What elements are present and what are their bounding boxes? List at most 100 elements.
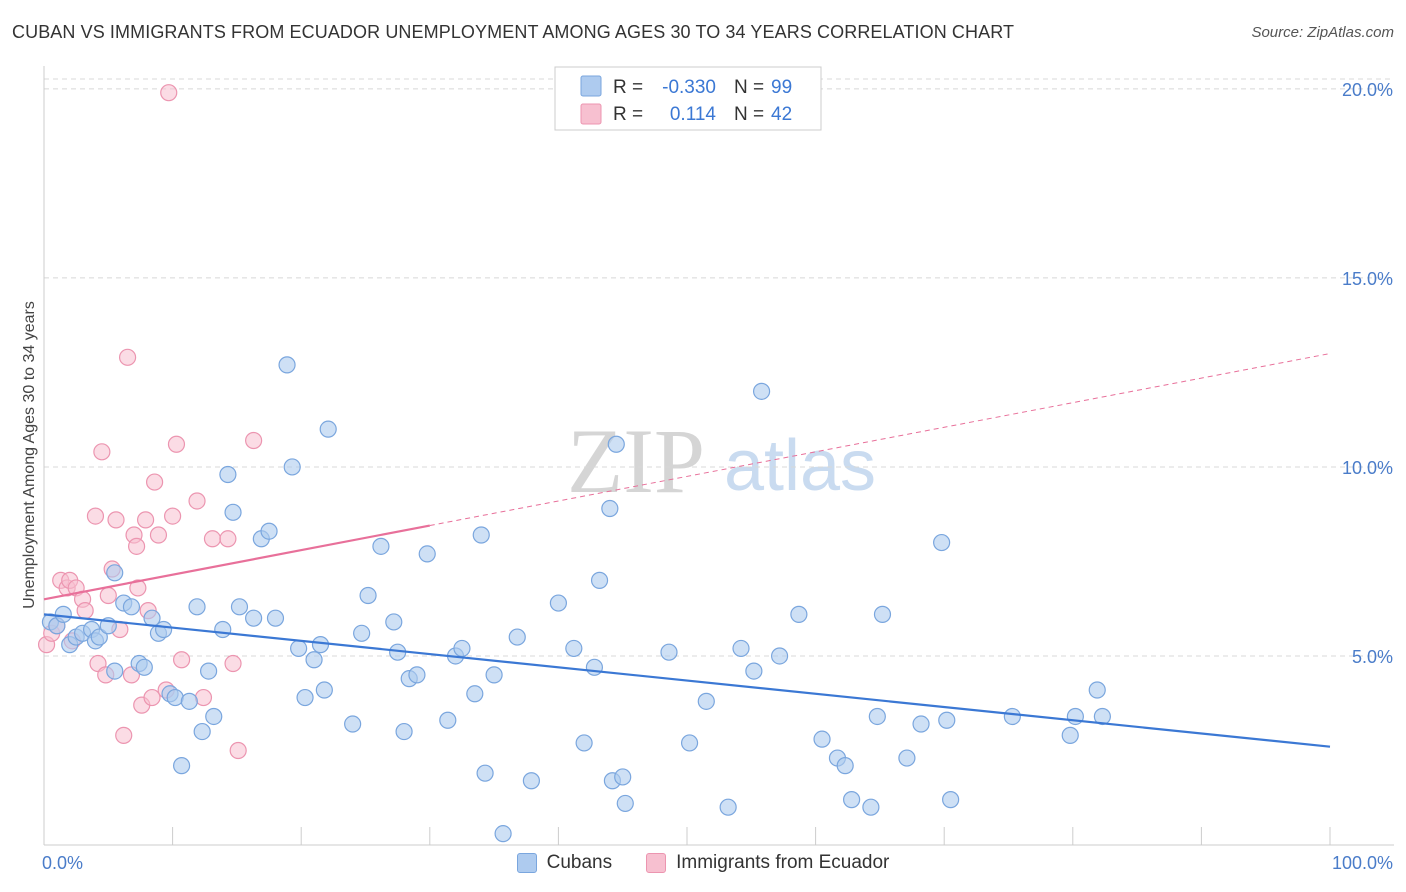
tick-labels: 5.0% 10.0% 15.0% 20.0% 0.0% 100.0% bbox=[42, 80, 1393, 873]
watermark-atlas: atlas bbox=[724, 426, 876, 506]
data-point-cubans bbox=[745, 662, 763, 680]
x-tick-label: 0.0% bbox=[42, 853, 83, 873]
data-point-cubans bbox=[770, 647, 789, 665]
series-ecuador-points bbox=[37, 84, 263, 760]
data-point-ecuador bbox=[245, 431, 263, 450]
data-point-ecuador bbox=[129, 579, 147, 597]
legend-n-value-2: 42 bbox=[771, 104, 792, 125]
data-point-cubans bbox=[214, 620, 232, 639]
data-point-cubans bbox=[472, 526, 490, 544]
data-point-cubans bbox=[862, 798, 880, 816]
data-point-cubans bbox=[154, 620, 173, 639]
gridlines bbox=[44, 78, 1394, 657]
data-point-ecuador bbox=[136, 511, 155, 529]
axes bbox=[43, 66, 1394, 846]
data-point-cubans bbox=[565, 639, 583, 658]
data-point-ecuador bbox=[203, 530, 222, 548]
data-point-cubans bbox=[752, 382, 771, 400]
trend-line-cubans bbox=[43, 613, 1331, 748]
data-point-ecuador bbox=[93, 443, 111, 461]
data-point-ecuador bbox=[224, 654, 242, 673]
data-point-cubans bbox=[836, 757, 854, 775]
legend-swatch-cubans bbox=[580, 75, 602, 97]
data-point-cubans bbox=[575, 734, 593, 752]
data-point-cubans bbox=[601, 499, 619, 518]
data-point-ecuador bbox=[107, 511, 125, 529]
data-point-cubans bbox=[296, 688, 314, 707]
data-point-cubans bbox=[359, 586, 377, 605]
data-point-cubans bbox=[607, 435, 625, 453]
data-point-cubans bbox=[245, 609, 263, 627]
data-point-cubans bbox=[485, 666, 503, 684]
trend-line-ecuador bbox=[43, 524, 431, 601]
data-point-cubans bbox=[868, 707, 886, 726]
data-point-ecuador bbox=[219, 530, 237, 548]
data-point-cubans bbox=[260, 522, 278, 540]
legend-swatch-ecuador bbox=[580, 103, 602, 125]
legend-r-value-2: 0.114 bbox=[670, 104, 717, 125]
legend-r-label-2: R = bbox=[613, 104, 643, 125]
data-point-cubans bbox=[898, 749, 916, 767]
trend-line-ecuador-extrapolated bbox=[429, 353, 1331, 527]
legend-n-label-2: N = bbox=[734, 104, 764, 125]
data-point-cubans bbox=[1093, 707, 1111, 726]
data-point-cubans bbox=[549, 594, 568, 612]
legend-label-cubans: Cubans bbox=[546, 852, 613, 873]
data-point-ecuador bbox=[164, 507, 182, 525]
legend-swatch-cubans-bottom bbox=[516, 853, 537, 873]
data-point-cubans bbox=[315, 681, 333, 699]
data-point-cubans bbox=[590, 571, 609, 589]
data-point-cubans bbox=[933, 533, 951, 552]
y-tick-label: 5.0% bbox=[1352, 647, 1393, 667]
legend-swatch-ecuador-bottom bbox=[646, 853, 667, 873]
data-point-cubans bbox=[719, 798, 737, 816]
data-point-cubans bbox=[193, 722, 211, 741]
data-point-cubans bbox=[188, 598, 206, 616]
data-point-cubans bbox=[166, 688, 184, 707]
data-point-cubans bbox=[660, 643, 678, 661]
data-point-cubans bbox=[732, 639, 750, 658]
data-point-cubans bbox=[439, 711, 457, 729]
data-point-ecuador bbox=[149, 526, 168, 544]
legend-r-value-1: -0.330 bbox=[662, 77, 716, 98]
data-point-cubans bbox=[585, 658, 604, 676]
data-point-ecuador bbox=[167, 435, 186, 453]
data-point-cubans bbox=[616, 794, 634, 813]
data-point-cubans bbox=[453, 639, 471, 658]
correlation-legend: R = -0.330 N = 99 R = 0.114 N = 42 bbox=[554, 66, 822, 131]
data-point-cubans bbox=[813, 730, 831, 748]
series-cubans-points bbox=[41, 356, 1111, 843]
data-point-cubans bbox=[54, 605, 72, 623]
data-point-ecuador bbox=[160, 84, 178, 102]
data-point-cubans bbox=[224, 503, 242, 521]
data-point-cubans bbox=[90, 628, 108, 646]
legend-item-cubans: Cubans bbox=[516, 852, 613, 874]
data-point-cubans bbox=[697, 692, 715, 710]
legend-n-label-1: N = bbox=[734, 77, 764, 98]
data-point-cubans bbox=[385, 613, 403, 631]
data-point-cubans bbox=[680, 734, 699, 752]
data-point-cubans bbox=[122, 598, 141, 616]
data-point-cubans bbox=[1088, 681, 1106, 699]
legend-r-label-1: R = bbox=[613, 77, 643, 98]
data-point-cubans bbox=[418, 545, 436, 563]
data-point-cubans bbox=[173, 757, 191, 775]
data-point-cubans bbox=[790, 605, 808, 623]
data-point-cubans bbox=[278, 356, 296, 374]
data-point-ecuador bbox=[115, 726, 133, 744]
data-point-cubans bbox=[319, 420, 337, 438]
x-tick-label: 100.0% bbox=[1332, 853, 1393, 873]
data-point-ecuador bbox=[143, 688, 161, 707]
watermark-zip: ZIP bbox=[567, 410, 705, 512]
data-point-ecuador bbox=[118, 348, 137, 366]
data-point-cubans bbox=[1003, 707, 1021, 726]
data-point-cubans bbox=[230, 598, 249, 616]
data-point-ecuador bbox=[76, 602, 94, 620]
data-point-cubans bbox=[1061, 726, 1079, 744]
data-point-cubans bbox=[106, 662, 124, 680]
data-point-cubans bbox=[522, 772, 540, 790]
data-point-cubans bbox=[873, 605, 892, 623]
data-point-ecuador bbox=[86, 507, 105, 525]
data-point-cubans bbox=[305, 651, 323, 669]
